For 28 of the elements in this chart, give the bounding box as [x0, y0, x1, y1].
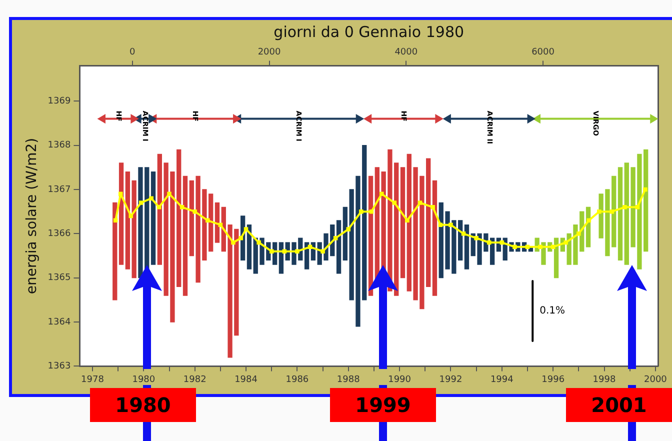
x-tick-label: 1998 — [592, 374, 616, 385]
x2-tick-label: 4000 — [394, 48, 418, 58]
x2-axis-title: giorni da 0 Gennaio 1980 — [274, 22, 464, 41]
x-tick-label: 1988 — [336, 374, 360, 385]
x-tick-label: 1992 — [439, 374, 462, 385]
x2-tick-label: 0 — [130, 48, 136, 58]
x-tick-label: 1986 — [286, 374, 309, 385]
y-tick-label: 1369 — [48, 96, 71, 106]
x-tick-label: 1990 — [388, 374, 412, 385]
text: 1999 — [330, 388, 436, 422]
text: 2001 — [566, 388, 672, 422]
x-tick-label: 1982 — [183, 374, 206, 385]
x-tick-label: 2000 — [644, 374, 668, 385]
y-tick-label: 1368 — [48, 140, 71, 151]
y-tick-label: 1366 — [48, 229, 71, 240]
x-tick-label: 1994 — [490, 374, 514, 385]
x-tick-label: 1980 — [132, 374, 156, 385]
x-tick-label: 1996 — [542, 374, 565, 385]
y-tick-label: 1367 — [48, 184, 71, 195]
y-axis-title: energia solare (W/m2) — [24, 138, 40, 294]
y-tick-label: 1363 — [48, 362, 71, 372]
y-tick-label: 1365 — [48, 273, 71, 284]
y-tick-label: 1364 — [48, 317, 71, 328]
series-label: 0.1% — [540, 306, 566, 317]
x2-tick-label: 6000 — [532, 48, 555, 58]
x2-tick-label: 2000 — [258, 48, 281, 58]
x-tick-label: 1978 — [81, 374, 104, 385]
x-tick-label: 1984 — [234, 374, 258, 385]
